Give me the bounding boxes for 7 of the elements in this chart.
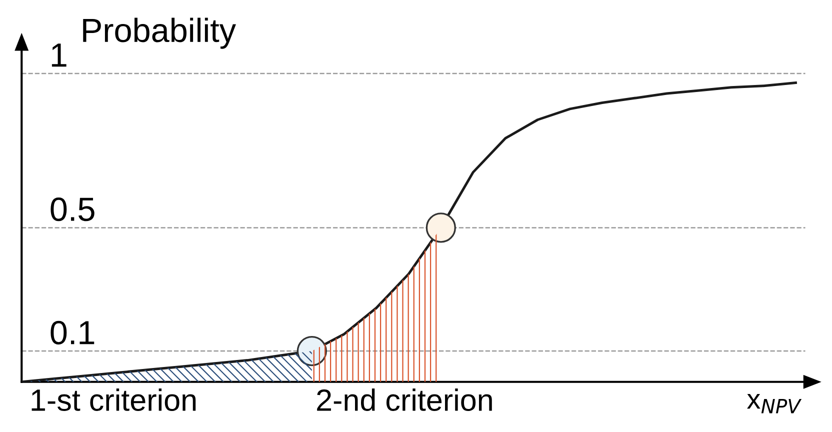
y-tick-label: 0.5: [50, 197, 94, 222]
y-axis-title: Probability: [83, 18, 236, 49]
text: 1-st criterion: [32, 388, 196, 411]
x-axis-title: x$_{NPV}$: [747, 394, 802, 414]
text: 2-nd criterion: [317, 388, 492, 411]
y-tick-label: 0.1: [50, 320, 94, 344]
y-tick-label: 1: [52, 44, 66, 67]
